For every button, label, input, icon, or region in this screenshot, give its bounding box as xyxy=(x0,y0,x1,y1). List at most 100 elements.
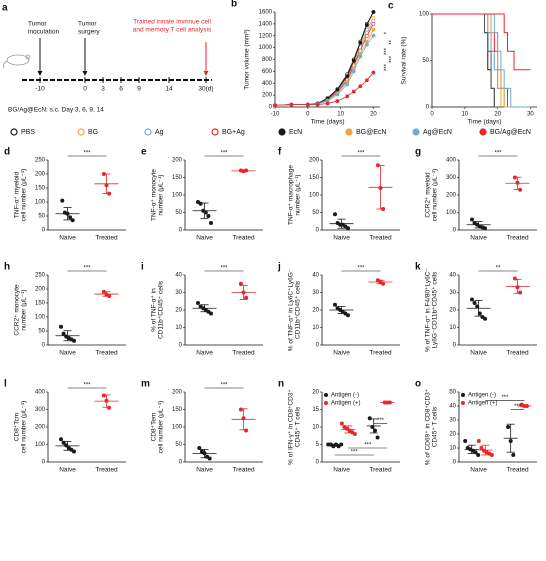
panel-label: g xyxy=(415,147,421,158)
data-point xyxy=(463,439,468,443)
data-point xyxy=(238,407,243,412)
legend-marker xyxy=(412,128,420,136)
data-point xyxy=(367,416,372,421)
data-point xyxy=(476,439,481,443)
y-tick-label: 100 xyxy=(446,210,457,216)
data-point xyxy=(470,297,474,302)
data-point xyxy=(371,27,376,32)
data-point xyxy=(60,198,65,203)
y-tick-label: 200 xyxy=(262,93,273,99)
significance: *** xyxy=(83,151,91,157)
y-tick-label: 200 xyxy=(446,193,457,199)
data-point xyxy=(483,226,487,231)
y-axis-label: number (μL⁻¹) xyxy=(158,174,165,215)
data-point xyxy=(371,33,376,38)
y-tick-label: 100 xyxy=(309,193,320,199)
y-tick-label: 50 xyxy=(175,442,182,448)
legend-label: Antigen (+) xyxy=(331,401,361,407)
data-point xyxy=(198,201,203,206)
y-tick-label: 200 xyxy=(172,158,183,164)
legend-label: Ag xyxy=(155,129,164,136)
y-tick-label: 0 xyxy=(453,460,457,466)
data-point xyxy=(358,84,363,89)
data-point xyxy=(209,311,213,316)
y-tick-label: 100 xyxy=(419,12,430,18)
y-axis-label: CD11b⁺CD45⁺ cells xyxy=(158,280,165,339)
y-tick-label: 400 xyxy=(446,158,457,164)
x-tick-label: 0 xyxy=(306,112,310,118)
x-axis-label: Time (days) xyxy=(467,119,501,126)
y-tick-label: 0 xyxy=(426,105,430,111)
y-tick-label: 1400 xyxy=(259,21,273,27)
x-tick-label: 20 xyxy=(494,112,501,118)
x-tick-label: Treated xyxy=(232,235,255,242)
significance: *** xyxy=(83,266,91,272)
data-point xyxy=(371,70,376,75)
legend-label: EcN xyxy=(289,129,302,136)
arrow-head xyxy=(37,71,43,76)
y-tick-label: 100 xyxy=(35,315,46,321)
data-point xyxy=(315,102,320,107)
significance: *** xyxy=(379,64,385,72)
series-line xyxy=(274,20,374,106)
x-tick-label: Treated xyxy=(369,235,392,242)
significance: * xyxy=(379,32,385,35)
x-tick-label: Treated xyxy=(95,235,118,242)
legend-marker xyxy=(461,393,465,397)
y-tick-label: 150 xyxy=(172,407,183,413)
y-tick-label: 50 xyxy=(38,214,45,220)
arrow-head xyxy=(203,71,209,76)
timeline-label: Tumor xyxy=(78,21,97,28)
y-tick-label: 0 xyxy=(179,460,183,466)
y-tick-label: 200 xyxy=(309,158,320,164)
panel-label: n xyxy=(278,379,284,390)
significance: *** xyxy=(83,383,91,389)
y-axis-label: Tumor volume (mm³) xyxy=(244,29,251,89)
legend-marker xyxy=(479,128,487,136)
y-tick-label: 30 xyxy=(175,290,182,296)
legend-label: BG/Ag@EcN xyxy=(490,129,531,136)
y-tick-label: 50 xyxy=(449,390,456,396)
x-tick-label: Treated xyxy=(369,350,392,357)
y-tick-label: 100 xyxy=(35,442,46,448)
data-point xyxy=(483,316,487,321)
timeline-label: and memory T cell analysis xyxy=(133,27,212,34)
data-point xyxy=(358,40,363,45)
y-tick-label: 5 xyxy=(316,442,320,448)
significance: *** xyxy=(220,151,228,157)
x-tick-label: Treated xyxy=(506,467,529,474)
y-tick-label: 30 xyxy=(449,418,456,424)
data-point xyxy=(335,87,340,92)
y-tick-label: 300 xyxy=(35,407,46,413)
legend-marker xyxy=(461,401,465,405)
x-tick-label: Naive xyxy=(333,467,350,474)
y-tick-label: 0 xyxy=(316,228,320,234)
x-tick-label: Naive xyxy=(333,350,350,357)
data-point xyxy=(335,99,340,103)
y-tick-label: 150 xyxy=(309,175,320,181)
x-tick-label: 30 xyxy=(527,112,534,118)
timeline-tick-label: 0 xyxy=(83,86,87,93)
survival-curve xyxy=(432,13,531,108)
data-point xyxy=(333,212,337,217)
timeline-label: inoculation xyxy=(28,29,59,36)
data-point xyxy=(511,453,516,457)
panel-label: h xyxy=(4,262,10,273)
y-tick-label: 200 xyxy=(172,390,183,396)
panel-label: m xyxy=(141,379,150,390)
legend-marker xyxy=(324,401,328,405)
y-tick-label: 250 xyxy=(35,273,46,279)
y-axis-label: cell number (μL⁻¹) xyxy=(21,169,28,222)
data-point xyxy=(371,10,376,14)
y-axis-label: TNF-α⁺ myeloid xyxy=(14,172,21,219)
data-point xyxy=(479,446,484,450)
y-axis-label: % of CD69⁺ in CD8⁺CD3⁺ xyxy=(425,388,432,465)
data-point xyxy=(518,290,523,295)
y-tick-label: 0 xyxy=(316,460,320,466)
timeline-tick-label: 3 xyxy=(101,86,105,93)
data-point xyxy=(107,405,112,410)
significance: ** xyxy=(384,40,390,45)
series-line xyxy=(274,17,374,106)
y-tick-label: 30 xyxy=(449,290,456,296)
survival-curve xyxy=(432,13,531,108)
